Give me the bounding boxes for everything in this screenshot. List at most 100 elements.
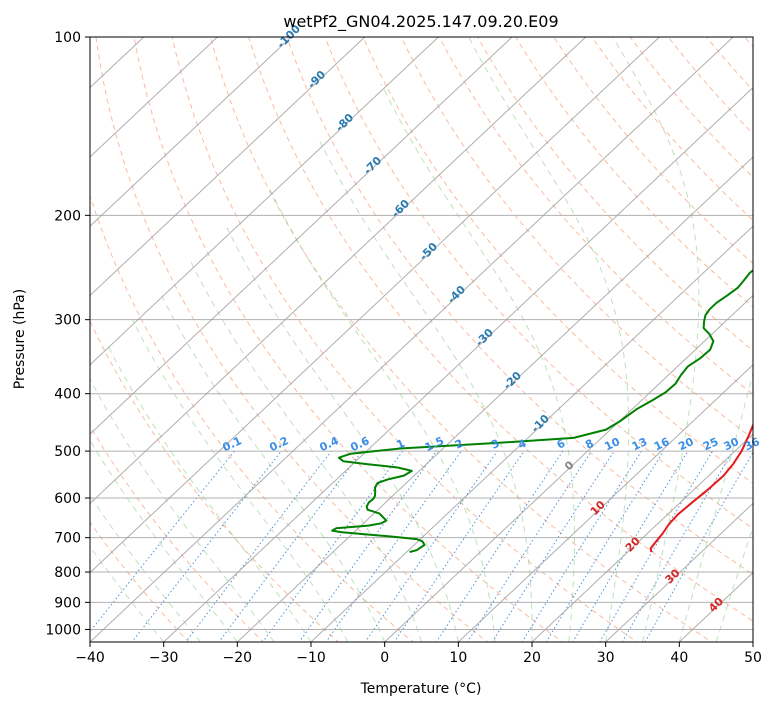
y-tick-label: 400 <box>54 387 81 403</box>
y-tick-label: 700 <box>54 531 81 547</box>
y-axis-label: Pressure (hPa) <box>12 289 28 389</box>
dry-adiabat <box>90 194 414 642</box>
mixing-ratio-line <box>298 450 437 642</box>
y-tick-label: 300 <box>54 313 81 329</box>
isotherm-label: -40 <box>445 283 468 306</box>
isotherm-gridline <box>383 294 753 642</box>
y-tick-label: 800 <box>54 565 81 581</box>
isotherm-label: -80 <box>333 111 356 134</box>
x-axis-label: Temperature (°C) <box>360 681 482 697</box>
mixing-ratio-line <box>521 450 642 642</box>
x-tick-label: 40 <box>670 650 688 666</box>
mixing-ratio-label: 3 <box>489 437 501 452</box>
isotherm-gridline <box>90 37 587 505</box>
isotherm-gridline <box>90 37 513 435</box>
isotherm-label: -50 <box>417 240 440 263</box>
y-tick-label: 1000 <box>45 622 81 638</box>
moist-adiabat <box>90 494 201 642</box>
x-tick-label: 30 <box>597 650 615 666</box>
y-tick-label: 100 <box>54 30 81 46</box>
mixing-ratio-line <box>262 450 404 642</box>
isotherm-gridline <box>678 572 753 642</box>
isotherm-label: -70 <box>361 154 384 177</box>
dry-adiabat <box>209 37 713 642</box>
mixing-ratio-label: 25 <box>701 435 720 453</box>
mixing-ratio-line <box>325 450 462 642</box>
isotherm-label: -90 <box>305 68 328 91</box>
moist-adiabat <box>468 37 630 642</box>
dry-adiabat <box>400 37 753 440</box>
isotherm-gridline <box>752 641 753 642</box>
mixing-ratio-line <box>90 450 235 633</box>
isotherm-label: -30 <box>473 326 496 349</box>
mixing-ratio-label: 8 <box>583 437 595 452</box>
dry-adiabat <box>629 37 753 178</box>
temperature-series-line <box>649 422 753 553</box>
moist-adiabat <box>90 545 165 642</box>
moist-adiabat <box>106 343 312 642</box>
mixing-ratio-label: 13 <box>630 435 649 453</box>
dry-adiabat <box>90 521 190 642</box>
plot-frame <box>89 36 754 643</box>
isotherm-label: 40 <box>706 595 726 615</box>
dry-adiabat <box>286 37 753 575</box>
chart-title: wetPf2_GN04.2025.147.09.20.E09 <box>283 12 558 32</box>
mixing-ratio-line <box>185 450 332 642</box>
moist-adiabat <box>90 439 238 642</box>
dry-adiabat <box>324 37 753 530</box>
x-tick-label: −20 <box>223 650 253 666</box>
dry-adiabat <box>171 37 638 642</box>
moist-adiabat <box>190 262 422 642</box>
isotherm-gridline <box>236 156 753 642</box>
isotherm-label: -10 <box>529 412 552 435</box>
mixing-ratio-label: 36 <box>742 435 762 453</box>
dry-adiabat <box>744 37 753 48</box>
x-tick-label: −30 <box>149 650 179 666</box>
dry-adiabat <box>771 24 775 649</box>
moist-adiabat <box>159 292 386 642</box>
dry-adiabat <box>90 425 265 642</box>
mixing-ratio-line <box>545 450 665 642</box>
x-tick-label: 10 <box>449 650 467 666</box>
isotherm-label: 10 <box>588 498 608 518</box>
mixing-ratio-line <box>435 450 564 642</box>
isotherm-gridline <box>90 37 440 366</box>
dry-adiabat <box>553 37 753 265</box>
isotherm-gridline <box>310 225 753 642</box>
isotherm-gridline <box>90 37 219 158</box>
y-tick-label: 600 <box>54 491 81 507</box>
dry-adiabat <box>362 37 753 484</box>
isotherm-gridline <box>90 37 661 574</box>
mixing-ratio-label: 30 <box>722 435 742 453</box>
dry-adiabat <box>591 37 753 221</box>
isotherm-label: -60 <box>389 197 412 220</box>
mixing-ratio-line <box>491 450 615 642</box>
y-tick-label: 900 <box>54 595 81 611</box>
moist-adiabat <box>319 141 533 642</box>
mixing-ratio-line <box>572 450 689 642</box>
dry-adiabat <box>133 37 564 642</box>
isotherm-label: 30 <box>663 566 683 586</box>
mixing-ratio-label: 20 <box>676 435 696 453</box>
moist-adiabat <box>226 227 459 642</box>
mixing-ratio-line <box>364 450 498 642</box>
moist-adiabat <box>268 187 496 642</box>
x-tick-label: 50 <box>744 650 762 666</box>
moist-adiabat <box>90 378 275 642</box>
dry-adiabat <box>438 37 753 395</box>
x-tick-label: 0 <box>380 650 389 666</box>
isotherm-gridline <box>90 37 734 642</box>
moist-adiabat <box>380 83 575 642</box>
moist-adiabat <box>131 319 349 642</box>
mixing-ratio-line <box>131 450 282 642</box>
dry-adiabat <box>515 37 753 308</box>
isotherm-gridline <box>531 433 753 642</box>
dry-adiabat <box>95 37 489 642</box>
dry-adiabat <box>90 319 339 642</box>
x-tick-label: 20 <box>523 650 541 666</box>
isotherm-gridline <box>90 37 366 297</box>
x-tick-label: −40 <box>75 650 105 666</box>
isotherm-gridline <box>604 502 753 642</box>
mixing-ratio-label: 10 <box>603 435 623 453</box>
